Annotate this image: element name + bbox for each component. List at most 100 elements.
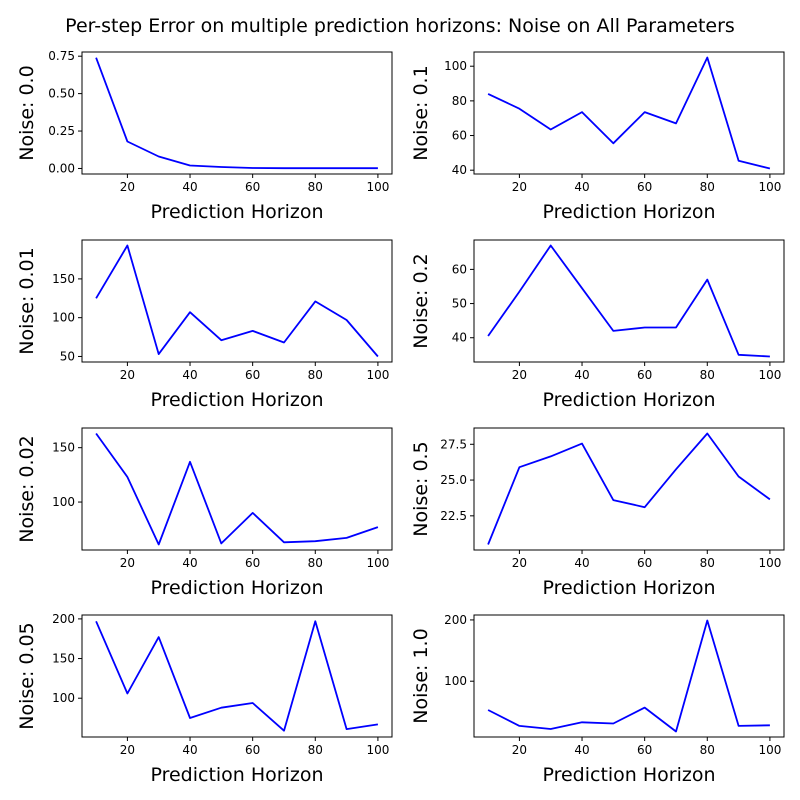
x-tick-label: 80 xyxy=(700,368,715,382)
x-axis-label: Prediction Horizon xyxy=(542,764,715,786)
y-axis-label: Noise: 1.0 xyxy=(410,628,432,723)
x-axis-label: Prediction Horizon xyxy=(542,389,715,411)
y-axis-label: Noise: 0.2 xyxy=(410,253,432,348)
x-tick-label: 40 xyxy=(574,368,589,382)
x-tick-label: 100 xyxy=(758,368,781,382)
y-tick-label: 27.5 xyxy=(440,437,467,451)
axes-frame xyxy=(473,239,785,363)
x-axis-label: Prediction Horizon xyxy=(542,577,715,599)
x-tick-label: 100 xyxy=(366,180,389,194)
y-tick-label: 0.25 xyxy=(48,124,75,138)
y-tick-label: 150 xyxy=(52,441,75,455)
y-tick-label: 100 xyxy=(52,311,75,325)
series-line xyxy=(487,432,771,545)
y-tick-label: 60 xyxy=(452,129,467,143)
subplot-7: 20 40 60 80 100 100 150 200 Prediction Horizon No… xyxy=(16,612,393,786)
subplot-3: 20 40 60 80 100 50 100 150 Prediction Horizon Noi… xyxy=(16,239,393,411)
x-tick-label: 20 xyxy=(120,368,135,382)
series-line xyxy=(95,620,379,732)
y-tick-label: 100 xyxy=(52,495,75,509)
x-tick-label: 40 xyxy=(182,180,197,194)
x-tick-label: 40 xyxy=(182,368,197,382)
series-line xyxy=(95,244,379,358)
y-axis-label: Noise: 0.0 xyxy=(16,65,38,160)
x-tick-label: 20 xyxy=(512,368,527,382)
axes-frame xyxy=(473,614,785,738)
x-tick-label: 40 xyxy=(574,743,589,757)
x-tick-label: 100 xyxy=(366,743,389,757)
x-tick-label: 80 xyxy=(308,368,323,382)
y-tick-label: 50 xyxy=(452,297,467,311)
x-tick-label: 80 xyxy=(308,180,323,194)
x-tick-label: 20 xyxy=(512,180,527,194)
subplot-5: 20 40 60 80 100 100 150 Prediction Horizon Noise… xyxy=(16,427,393,599)
series-line xyxy=(487,244,770,358)
y-tick-label: 22.5 xyxy=(440,509,467,523)
y-tick-label: 200 xyxy=(444,613,467,627)
y-tick-label: 80 xyxy=(452,94,467,108)
y-axis-label: Noise: 0.02 xyxy=(16,435,38,542)
x-tick-label: 60 xyxy=(245,556,260,570)
subplot-2: 20 40 60 80 100 40 60 80 100 Prediction Horizon No… xyxy=(410,51,785,223)
subplot-6: 20 40 60 80 100 22.5 25.0 27.5 Prediction Horizo… xyxy=(410,427,785,599)
axes-frame xyxy=(473,427,785,551)
series-line xyxy=(487,619,770,733)
axes-frame xyxy=(81,427,393,551)
x-tick-label: 100 xyxy=(758,180,781,194)
y-axis-label: Noise: 0.1 xyxy=(410,65,432,160)
x-tick-label: 40 xyxy=(574,180,589,194)
y-tick-label: 100 xyxy=(52,691,75,705)
series-line xyxy=(487,56,771,170)
x-tick-label: 100 xyxy=(366,556,389,570)
subplot-4: 20 40 60 80 100 40 50 60 Prediction Horizon Noise… xyxy=(410,239,785,411)
axes-frame xyxy=(473,51,785,175)
figure-title: Per-step Error on multiple prediction ho… xyxy=(65,15,735,37)
x-axis-label: Prediction Horizon xyxy=(542,201,715,223)
axes-frame xyxy=(81,51,393,175)
x-tick-label: 80 xyxy=(308,743,323,757)
y-axis-label: Noise: 0.05 xyxy=(16,622,38,729)
y-tick-label: 25.0 xyxy=(440,473,467,487)
subplots-grid: 20 40 60 80 100 0.00 0.25 0.50 0.75 Prediction Ho… xyxy=(16,49,785,786)
x-tick-label: 20 xyxy=(512,743,527,757)
x-tick-label: 100 xyxy=(366,368,389,382)
series-line xyxy=(95,432,379,546)
x-tick-label: 60 xyxy=(245,368,260,382)
y-tick-label: 200 xyxy=(52,612,75,626)
x-tick-label: 40 xyxy=(182,743,197,757)
y-tick-label: 0.50 xyxy=(48,87,75,101)
y-tick-label: 100 xyxy=(444,59,467,73)
x-tick-label: 40 xyxy=(574,556,589,570)
subplot-8: 20 40 60 80 100 100 200 Prediction Horizon Noise… xyxy=(410,613,785,786)
y-tick-label: 60 xyxy=(452,262,467,276)
x-tick-label: 60 xyxy=(637,368,652,382)
y-tick-label: 50 xyxy=(60,349,75,363)
x-tick-label: 40 xyxy=(182,556,197,570)
y-tick-label: 0.75 xyxy=(48,49,75,63)
x-axis-label: Prediction Horizon xyxy=(150,389,323,411)
x-tick-label: 20 xyxy=(120,180,135,194)
x-tick-label: 100 xyxy=(758,556,781,570)
y-axis-label: Noise: 0.5 xyxy=(410,441,432,536)
x-tick-label: 60 xyxy=(245,743,260,757)
x-axis-label: Prediction Horizon xyxy=(150,201,323,223)
x-tick-label: 80 xyxy=(700,743,715,757)
y-tick-label: 40 xyxy=(452,331,467,345)
x-tick-label: 80 xyxy=(700,180,715,194)
x-tick-label: 60 xyxy=(637,180,652,194)
subplot-1: 20 40 60 80 100 0.00 0.25 0.50 0.75 Prediction Ho… xyxy=(16,49,393,223)
y-tick-label: 150 xyxy=(52,272,75,286)
x-tick-label: 20 xyxy=(512,556,527,570)
x-tick-label: 100 xyxy=(758,743,781,757)
x-tick-label: 20 xyxy=(120,556,135,570)
x-axis-label: Prediction Horizon xyxy=(150,577,323,599)
y-tick-label: 0.00 xyxy=(48,161,75,175)
x-tick-label: 60 xyxy=(637,743,652,757)
x-tick-label: 20 xyxy=(120,743,135,757)
axes-frame xyxy=(81,239,393,363)
x-tick-label: 60 xyxy=(637,556,652,570)
y-tick-label: 40 xyxy=(452,163,467,177)
series-line xyxy=(95,57,378,170)
x-tick-label: 80 xyxy=(308,556,323,570)
